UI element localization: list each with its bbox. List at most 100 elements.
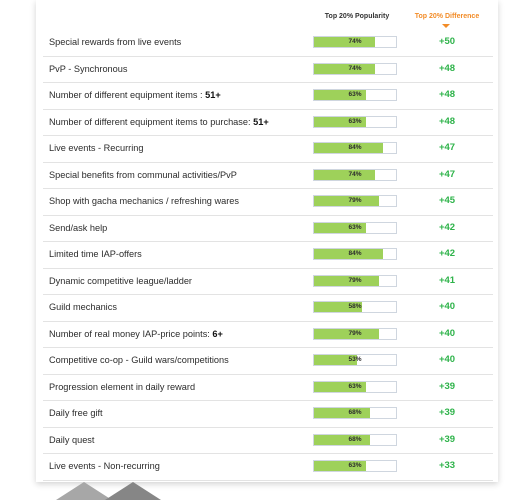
- popularity-value: 63%: [348, 117, 362, 125]
- popularity-value: 68%: [348, 435, 362, 443]
- popularity-bar-fill: [314, 302, 362, 312]
- feature-label: Progression element in daily reward: [49, 374, 195, 400]
- difference-value: +45: [438, 195, 456, 206]
- feature-label-value: 51+: [205, 90, 221, 100]
- popularity-bar-fill: [314, 143, 383, 153]
- feature-label: Number of different equipment items to p…: [49, 109, 269, 135]
- popularity-value: 53%: [348, 356, 362, 363]
- feature-label: Special rewards from live events: [49, 29, 181, 55]
- popularity-value: 68%: [348, 409, 362, 416]
- feature-label: Daily free gift: [49, 400, 103, 426]
- feature-label: Dynamic competitive league/ladder: [49, 268, 192, 294]
- popularity-bar-fill: [314, 63, 375, 74]
- difference-value: +39: [438, 407, 456, 418]
- popularity-bar: 79%: [313, 274, 397, 287]
- popularity-value: 63%: [348, 91, 362, 98]
- feature-label-text: Daily quest: [49, 434, 95, 445]
- popularity-value: 58%: [348, 303, 362, 310]
- popularity-bar: 68%: [313, 407, 397, 419]
- feature-label-text: Number of different equipment items to p…: [49, 116, 254, 127]
- feature-label-text: Number of different equipment items :: [49, 90, 206, 100]
- popularity-value: 84%: [348, 250, 362, 257]
- feature-label-text: Competitive co-op - Guild wars/competiti…: [49, 355, 229, 365]
- difference-value: +41: [438, 274, 456, 286]
- popularity-bar: 53%: [313, 354, 397, 366]
- popularity-bar: 63%: [313, 89, 397, 101]
- difference-value: +47: [438, 168, 456, 180]
- sort-descending-icon: [442, 24, 450, 28]
- popularity-bar: 63%: [313, 221, 397, 234]
- difference-value: +48: [438, 115, 456, 127]
- popularity-value: 74%: [348, 170, 362, 178]
- popularity-value: 84%: [348, 144, 362, 151]
- table-row: Special rewards from live events 74% +50: [43, 29, 493, 57]
- feature-label: PvP - Synchronous: [49, 56, 127, 82]
- difference-value: +40: [438, 327, 456, 339]
- difference-value: +42: [438, 221, 456, 233]
- table-row: Special benefits from communal activitie…: [43, 162, 493, 189]
- popularity-column-header[interactable]: Top 20% Popularity: [324, 13, 390, 20]
- popularity-bar: 74%: [313, 168, 397, 181]
- table-row: Daily free gift 68% +39: [43, 400, 493, 428]
- popularity-bar-fill: [314, 222, 366, 233]
- feature-label-text: Special rewards from live events: [49, 37, 182, 47]
- table-row: PvP - Synchronous 74% +48: [43, 56, 493, 83]
- popularity-bar: 74%: [313, 62, 397, 75]
- feature-label-text: Shop with gacha mechanics / refreshing w…: [49, 196, 239, 206]
- popularity-bar: 84%: [313, 248, 397, 260]
- popularity-bar-fill: [314, 116, 366, 127]
- difference-column-header[interactable]: Top 20% Difference: [414, 13, 480, 20]
- popularity-value: 63%: [348, 382, 362, 390]
- popularity-value: 74%: [348, 38, 362, 45]
- decorative-triangle: [105, 482, 161, 500]
- popularity-bar-fill: [314, 169, 375, 180]
- feature-label: Daily quest: [49, 427, 94, 453]
- popularity-bar: 58%: [313, 301, 397, 313]
- table-row: Live events - Recurring 84% +47: [43, 135, 493, 163]
- table-row: Send/ask help 63% +42: [43, 215, 493, 242]
- popularity-value: 79%: [348, 276, 362, 284]
- popularity-bar-fill: [314, 249, 383, 259]
- difference-value: +40: [438, 301, 456, 312]
- feature-label-text: Live events - Recurring: [49, 143, 144, 153]
- difference-value: +39: [438, 380, 456, 392]
- popularity-value: 63%: [348, 462, 362, 469]
- feature-label: Live events - Recurring: [49, 135, 143, 161]
- decorative-triangle: [56, 482, 112, 500]
- popularity-bar-fill: [314, 381, 366, 392]
- feature-label-text: Progression element in daily reward: [49, 381, 196, 392]
- feature-label-value: 51+: [253, 116, 269, 127]
- difference-value: +50: [438, 36, 456, 47]
- popularity-bar-fill: [314, 461, 366, 471]
- popularity-bar: 63%: [313, 380, 397, 393]
- table-row: Number of different equipment items to p…: [43, 109, 493, 136]
- feature-label: Limited time IAP-offers: [49, 241, 142, 267]
- popularity-bar-fill: [314, 355, 358, 365]
- feature-label-text: Limited time IAP-offers: [49, 249, 142, 259]
- difference-value: +42: [438, 248, 456, 259]
- table-row: Limited time IAP-offers 84% +42: [43, 241, 493, 269]
- popularity-bar-fill: [314, 196, 379, 206]
- popularity-bar-fill: [314, 408, 370, 418]
- difference-value: +48: [438, 62, 456, 74]
- feature-label-text: Send/ask help: [49, 222, 108, 233]
- feature-label: Live events - Non-recurring: [49, 453, 160, 479]
- feature-label-text: Special benefits from communal activitie…: [49, 169, 237, 180]
- popularity-bar: 63%: [313, 115, 397, 128]
- table-row: Live events - Non-recurring 63% +33: [43, 453, 493, 481]
- feature-label: Special benefits from communal activitie…: [49, 162, 237, 188]
- difference-value: +33: [438, 460, 456, 471]
- popularity-value: 74%: [348, 64, 362, 72]
- popularity-bar: 63%: [313, 460, 397, 472]
- table-row: Progression element in daily reward 63% +3…: [43, 374, 493, 401]
- feature-label-text: Daily free gift: [49, 408, 103, 418]
- difference-value: +48: [438, 89, 456, 100]
- popularity-bar: 74%: [313, 36, 397, 48]
- feature-label-value: 6+: [212, 328, 223, 339]
- popularity-bar-fill: [314, 275, 379, 286]
- table-row: Number of different equipment items : 51…: [43, 82, 493, 110]
- popularity-bar: 79%: [313, 327, 397, 340]
- chart-panel: [36, 0, 498, 482]
- popularity-bar-fill: [314, 90, 366, 100]
- feature-label: Send/ask help: [49, 215, 107, 241]
